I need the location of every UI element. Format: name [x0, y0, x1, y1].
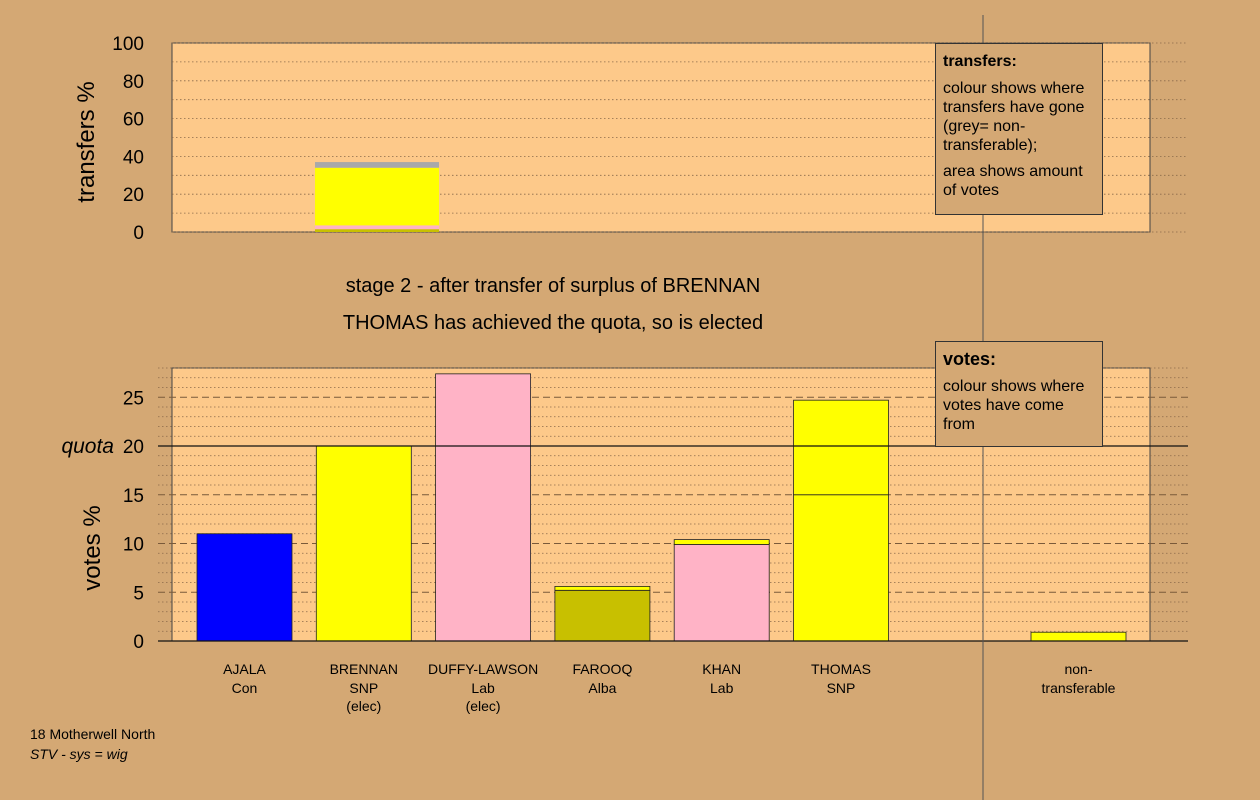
nontransferable-label-2: transferable [1042, 680, 1116, 696]
candidate-name-label: AJALA [223, 661, 266, 677]
votes-legend-box: votes: colour shows where votes have com… [935, 341, 1103, 447]
stage-title: stage 2 - after transfer of surplus of B… [345, 275, 761, 297]
candidate-name-label: DUFFY-LAWSON [428, 661, 538, 677]
bar-khan-segment-1 [673, 544, 770, 642]
status-title: THOMAS has achieved the quota, so is ele… [342, 312, 764, 334]
votes-legend-heading: votes: [943, 349, 997, 369]
bar-brennan-segment-1 [315, 445, 412, 642]
candidate-party-label: Lab [471, 680, 495, 696]
votes-legend-text1: colour shows where votes have come from [943, 378, 1085, 433]
candidate-name-label: FAROOQ [572, 661, 632, 677]
transfer-segment-non-transferable [315, 162, 439, 168]
quota-label: quota [61, 435, 114, 458]
votes-axis-label: votes % [79, 505, 106, 590]
bar-khan-segment-2 [673, 539, 770, 545]
candidate-party-label: Con [232, 680, 258, 696]
transfers-tick-label: 0 [133, 223, 144, 244]
bar-ajala-segment-1 [196, 533, 293, 642]
votes-tick-label: 0 [133, 632, 144, 653]
bar-thomas-segment-1 [793, 494, 889, 642]
transfer-segment-alba [315, 225, 439, 230]
bar-thomas-segment-2 [793, 399, 889, 496]
transfers-tick-label: 60 [123, 110, 144, 131]
transfers-legend-text2: area shows amount of votes [943, 163, 1083, 199]
nontransferable-label-1: non- [1064, 661, 1092, 677]
votes-tick-label: 15 [123, 486, 144, 507]
bar-nontransferable [1030, 631, 1127, 642]
candidate-note-label: (elec) [466, 698, 501, 714]
transfer-segment-snp [315, 167, 439, 226]
transfers-legend-heading: transfers: [943, 53, 1017, 70]
bar-duffy-lawson-segment-1 [435, 373, 532, 642]
bar-farooq-segment-1 [554, 589, 651, 642]
transfers-tick-label: 80 [123, 72, 144, 93]
candidate-name-label: BRENNAN [330, 661, 398, 677]
bar-farooq-segment-2 [554, 586, 651, 591]
candidate-party-label: SNP [827, 680, 856, 696]
candidate-note-label: (elec) [346, 698, 381, 714]
transfers-tick-label: 20 [123, 185, 144, 206]
candidate-name-label: THOMAS [811, 661, 871, 677]
transfer-segment-lab [315, 229, 439, 232]
footer-system: STV - sys = wig [30, 746, 128, 762]
votes-tick-label: 10 [123, 535, 144, 556]
transfers-legend-box: transfers: colour shows where transfers … [935, 43, 1103, 215]
candidate-party-label: Lab [710, 680, 734, 696]
transfers-tick-label: 100 [112, 34, 144, 55]
transfers-tick-label: 40 [123, 147, 144, 168]
candidate-party-label: SNP [349, 680, 378, 696]
transfers-axis-label: transfers % [73, 81, 100, 202]
votes-tick-label: 5 [133, 583, 144, 604]
votes-tick-label: 25 [123, 388, 144, 409]
candidate-party-label: Alba [588, 680, 616, 696]
votes-tick-label: 20 [123, 437, 144, 458]
transfers-legend-text1: colour shows where transfers have gone (… [943, 80, 1085, 154]
footer-constituency: 18 Motherwell North [30, 726, 156, 742]
candidate-name-label: KHAN [702, 661, 741, 677]
